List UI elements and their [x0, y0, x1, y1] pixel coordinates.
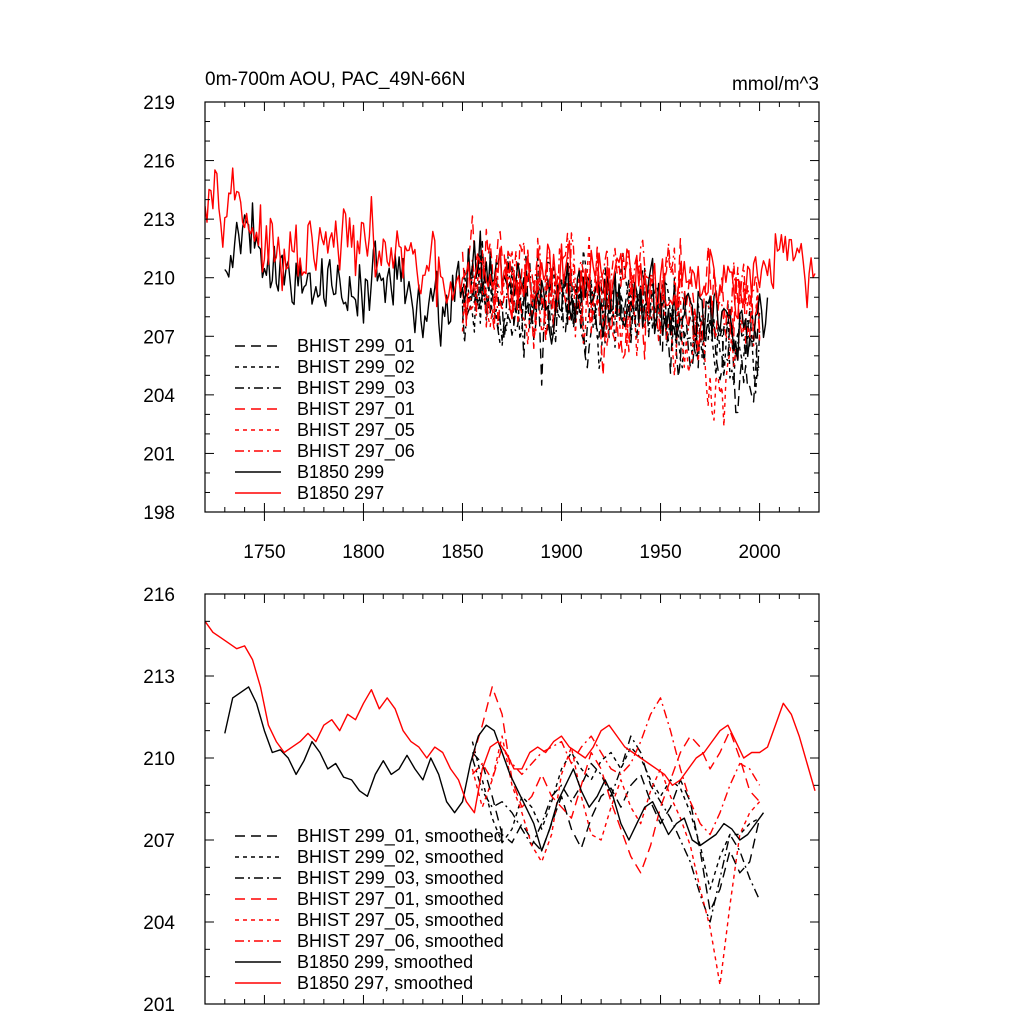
plot-frame-bottom: [204, 593, 820, 1005]
x-tick-label: 1850: [441, 542, 483, 563]
y-tick-label: 204: [143, 913, 175, 934]
legend-label-6: B1850 299, smoothed: [297, 952, 473, 972]
series-line-2: [461, 255, 761, 377]
legend-label-7: B1850 297: [297, 483, 384, 503]
series-line-0: [471, 752, 761, 912]
y-tick-label: 210: [143, 269, 175, 290]
series-line-6: [224, 202, 769, 361]
series-line-4: [471, 735, 761, 986]
legend-label-3: BHIST 297_01: [297, 399, 415, 420]
y-tick-label: 207: [143, 831, 175, 852]
x-tick-label: 2000: [738, 542, 780, 563]
series-line-3: [471, 686, 761, 874]
y-tick-label: 216: [143, 152, 175, 173]
bottom-panel: 201 204 207 210 213 216 BHIST 299_01, smoothe…: [143, 585, 820, 1016]
chart-title: 0m-700m AOU, PAC_49N-66N: [205, 69, 465, 90]
legend-label-7: B1850 297, smoothed: [297, 973, 473, 993]
legend-label-6: B1850 299: [297, 462, 384, 482]
y-tick-label: 213: [143, 210, 175, 231]
plot-frame-top: [204, 101, 820, 513]
x-tick-label: 1800: [342, 542, 384, 563]
legend-label-4: BHIST 297_05: [297, 420, 415, 441]
legend-label-3: BHIST 297_01, smoothed: [297, 889, 504, 910]
series-line-1: [471, 741, 760, 890]
legend-label-1: BHIST 299_02, smoothed: [297, 847, 504, 868]
x-tick-label: 1750: [243, 542, 285, 563]
x-tick-label: 1900: [540, 542, 582, 563]
legend-label-1: BHIST 299_02: [297, 357, 415, 378]
y-tick-label: 219: [143, 93, 175, 114]
legend-label-2: BHIST 299_03: [297, 378, 415, 399]
y-tick-label: 201: [143, 444, 175, 465]
legend-label-0: BHIST 299_01: [297, 336, 415, 357]
series-line-6: [224, 686, 765, 852]
y-tick-label: 216: [143, 585, 175, 606]
series-line-5: [471, 697, 761, 836]
y-tick-label: 201: [143, 995, 175, 1016]
y-tick-label: 213: [143, 667, 175, 688]
y-tick-label: 204: [143, 386, 175, 407]
units-label: mmol/m^3: [732, 74, 819, 95]
y-tick-label: 198: [143, 503, 175, 524]
top-panel: 0m-700m AOU, PAC_49N-66N mmol/m^3 198 201…: [143, 69, 820, 563]
y-tick-label: 210: [143, 749, 175, 770]
legend-label-5: BHIST 297_06: [297, 441, 415, 462]
series-line-7: [205, 167, 816, 320]
series-line-7: [205, 620, 816, 814]
series-line-2: [471, 735, 761, 923]
legend-label-0: BHIST 299_01, smoothed: [297, 826, 504, 847]
legend-label-4: BHIST 297_05, smoothed: [297, 910, 504, 931]
x-tick-label: 1950: [639, 542, 681, 563]
legend-label-2: BHIST 299_03, smoothed: [297, 868, 504, 889]
y-tick-label: 207: [143, 327, 175, 348]
legend-label-5: BHIST 297_06, smoothed: [297, 931, 504, 952]
